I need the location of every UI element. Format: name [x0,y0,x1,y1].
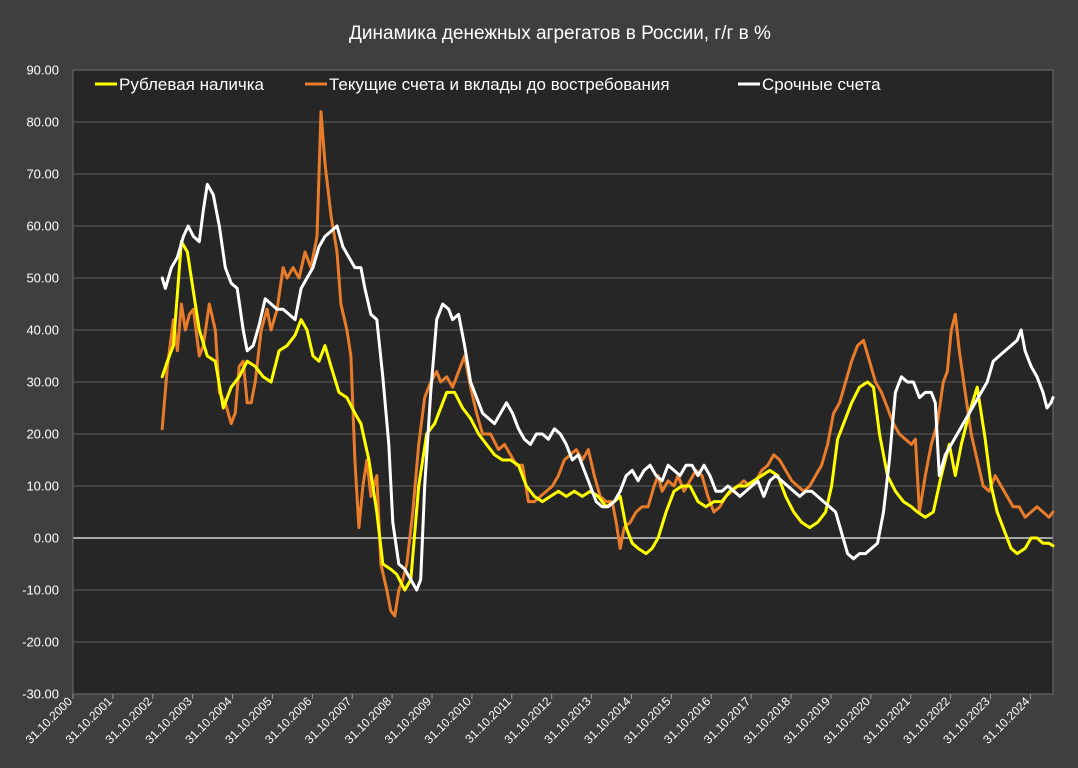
y-tick-label: -20.00 [22,635,59,650]
y-tick-label: -10.00 [22,583,59,598]
gridlines [72,69,1054,695]
y-tick-label: 70.00 [26,167,59,182]
y-tick-label: 80.00 [26,115,59,130]
y-tick-label: 90.00 [26,63,59,78]
series-line-term-deposits [160,182,1055,592]
series-line-demand-deposits [160,110,1055,618]
y-tick-label: 50.00 [26,271,59,286]
y-tick-label: 10.00 [26,479,59,494]
legend: Рублевая наличка Текущие счета и вклады д… [95,75,881,94]
series-lines [160,110,1055,618]
y-tick-label: 0.00 [34,531,59,546]
legend-label: Текущие счета и вклады до востребования [329,75,670,94]
legend-label: Срочные счета [762,75,881,94]
y-axis: -30.00 -20.00 -10.00 0.00 10.00 20.00 30.00 40.… [22,63,59,702]
y-tick-label: 60.00 [26,219,59,234]
plot-frame [72,69,1054,695]
y-tick-label: 30.00 [26,375,59,390]
legend-label: Рублевая наличка [119,75,265,94]
y-tick-label: -30.00 [22,687,59,702]
y-tick-label: 20.00 [26,427,59,442]
chart-title: Динамика денежных агрегатов в России, г/… [349,23,771,44]
y-tick-label: 40.00 [26,323,59,338]
